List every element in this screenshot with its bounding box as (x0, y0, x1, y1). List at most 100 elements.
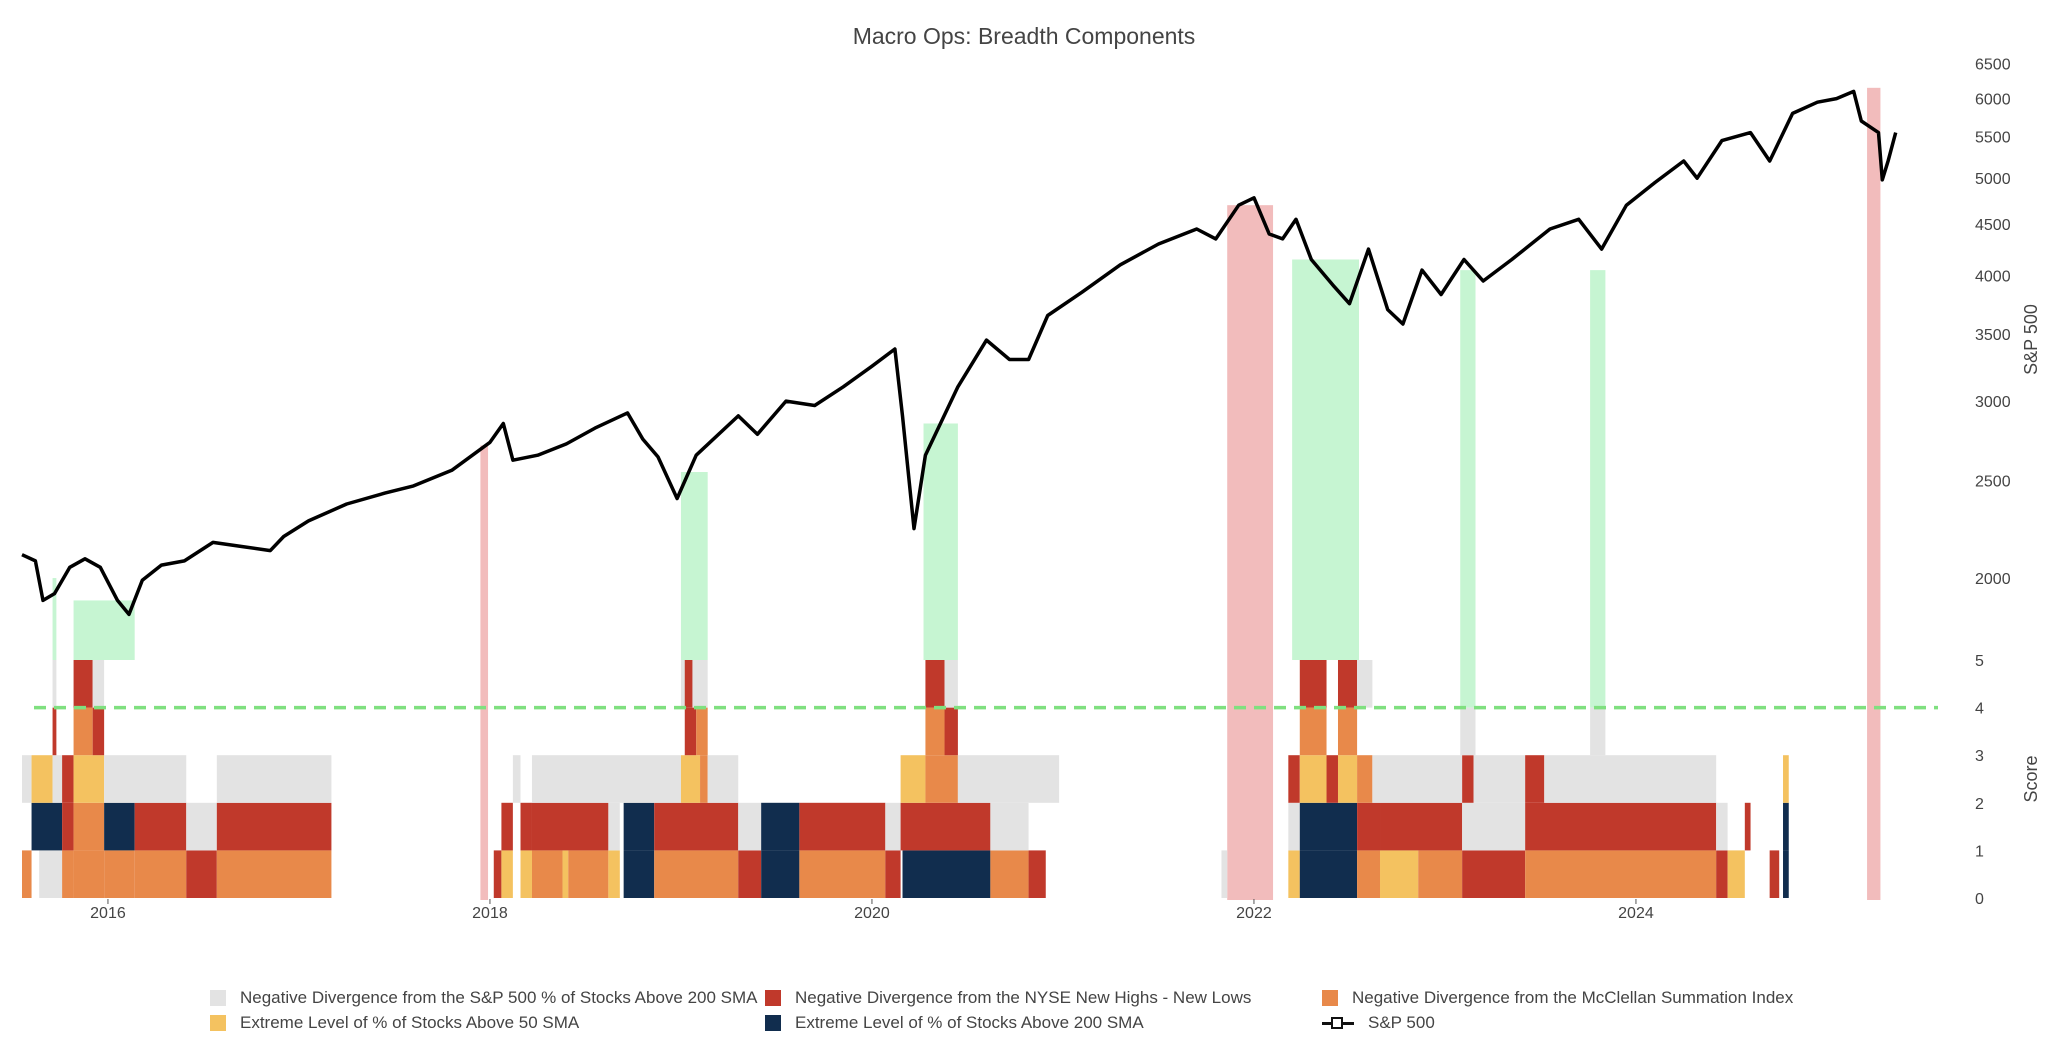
score-cell (1299, 850, 1358, 898)
score-cell (957, 755, 1060, 803)
score-cell (608, 802, 620, 851)
highlight-bands (52, 87, 1881, 901)
score-cell (1028, 850, 1046, 898)
score-cell (62, 755, 74, 803)
legend-item[interactable]: Negative Divergence from the McClellan S… (1322, 988, 1793, 1008)
score-cell (568, 850, 609, 898)
score-cell (1418, 850, 1463, 898)
score-cell (1357, 850, 1381, 898)
score-cell (1337, 660, 1358, 708)
score-cell (990, 802, 1029, 851)
y-tick-label: 6000 (1975, 92, 2011, 109)
score-cell (1783, 755, 1789, 803)
legend-item[interactable]: Extreme Level of % of Stocks Above 200 S… (765, 1013, 1144, 1033)
score-cell (104, 802, 135, 851)
score-cell (680, 755, 701, 803)
score-cell (684, 660, 693, 708)
score-cell (925, 660, 945, 708)
legend-item[interactable]: Negative Divergence from the S&P 500 % o… (210, 988, 758, 1008)
score-cell (186, 850, 217, 898)
score-cell (92, 660, 105, 708)
score-tick-label: 3 (1975, 748, 1984, 765)
score-cell (1462, 802, 1526, 851)
score-cell (520, 850, 532, 898)
score-cell (52, 755, 63, 803)
highlight-band-green (923, 423, 958, 660)
legend-swatch (210, 990, 226, 1006)
y-tick-label: 4500 (1975, 217, 2011, 234)
score-cell (73, 755, 105, 803)
score-cell (738, 802, 762, 851)
score-cell (595, 755, 681, 803)
x-tick-label: 2018 (472, 905, 508, 922)
highlight-band-red (480, 445, 489, 900)
score-tick-label: 1 (1975, 843, 1984, 860)
score-cell (1357, 660, 1373, 708)
score-cell (1380, 802, 1463, 851)
score-cell (1299, 802, 1358, 851)
score-cell (1716, 802, 1728, 851)
score-cell (925, 755, 958, 803)
score-cell (761, 850, 800, 898)
legend-swatch (765, 1015, 781, 1031)
score-cell (1473, 755, 1526, 803)
score-cell (216, 850, 332, 898)
score-tick-label: 2 (1975, 796, 1984, 813)
score-cell (1288, 850, 1300, 898)
y-tick-label: 5500 (1975, 130, 2011, 147)
score-cell (531, 755, 595, 803)
x-tick-label: 2022 (1236, 905, 1272, 922)
score-cell (73, 660, 93, 708)
score-cell (216, 802, 332, 851)
score-cell (1525, 850, 1717, 898)
score-cell (22, 755, 32, 803)
score-cell (62, 802, 74, 851)
score-cell (134, 802, 187, 851)
score-cell (104, 850, 135, 898)
highlight-band-green (52, 578, 57, 660)
y-axis-label-sp500: S&P 500 (2021, 304, 2041, 375)
score-cell (1357, 755, 1373, 803)
score-cell (696, 707, 708, 756)
score-cell (900, 755, 926, 803)
y-tick-label: 4000 (1975, 269, 2011, 286)
score-cell (1288, 802, 1300, 851)
score-cell (1525, 755, 1545, 803)
score-cell (1299, 660, 1327, 708)
score-cell (1288, 755, 1300, 803)
score-cell (1326, 755, 1338, 803)
score-heatmap (22, 660, 1938, 898)
score-cell (1372, 755, 1463, 803)
legend-swatch (1322, 990, 1338, 1006)
legend-label: Extreme Level of % of Stocks Above 200 S… (795, 1013, 1144, 1032)
score-cell (134, 850, 187, 898)
score-cell (700, 755, 708, 803)
legend-label: Extreme Level of % of Stocks Above 50 SM… (240, 1013, 580, 1032)
highlight-band-green (1292, 259, 1359, 660)
legend-item[interactable]: S&P 500 (1322, 1013, 1435, 1033)
score-cell (1357, 802, 1381, 851)
y-tick-label: 3000 (1975, 394, 2011, 411)
score-cell (1744, 802, 1751, 851)
score-cell (62, 850, 74, 898)
legend-item[interactable]: Negative Divergence from the NYSE New Hi… (765, 988, 1251, 1008)
x-tick-label: 2016 (90, 905, 126, 922)
score-cell (1716, 850, 1728, 898)
y-tick-label: 6500 (1975, 57, 2011, 74)
score-cell (512, 755, 521, 803)
score-cell (944, 660, 958, 708)
score-cell (31, 802, 63, 851)
y-tick-label: 2000 (1975, 571, 2011, 588)
legend-label: Negative Divergence from the S&P 500 % o… (240, 988, 758, 1007)
legend-item[interactable]: Extreme Level of % of Stocks Above 50 SM… (210, 1013, 579, 1033)
score-tick-label: 0 (1975, 891, 1984, 908)
score-cell (1462, 755, 1474, 803)
score-cell (216, 755, 332, 803)
score-cell (92, 707, 105, 756)
score-cell (1460, 707, 1476, 756)
score-cell (1525, 802, 1717, 851)
score-cell (104, 755, 187, 803)
score-cell (520, 802, 532, 851)
score-cell (52, 707, 57, 756)
